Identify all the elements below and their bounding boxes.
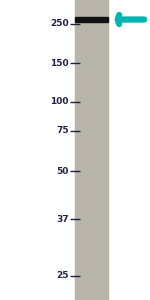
Text: 150: 150 [50, 58, 69, 68]
Text: 37: 37 [56, 214, 69, 224]
Text: 100: 100 [51, 98, 69, 106]
Text: 50: 50 [57, 167, 69, 176]
Bar [75, 0, 108, 300]
Bar [75, 17, 108, 22]
Text: 25: 25 [57, 272, 69, 280]
Text: 250: 250 [50, 20, 69, 28]
Text: 75: 75 [56, 126, 69, 135]
